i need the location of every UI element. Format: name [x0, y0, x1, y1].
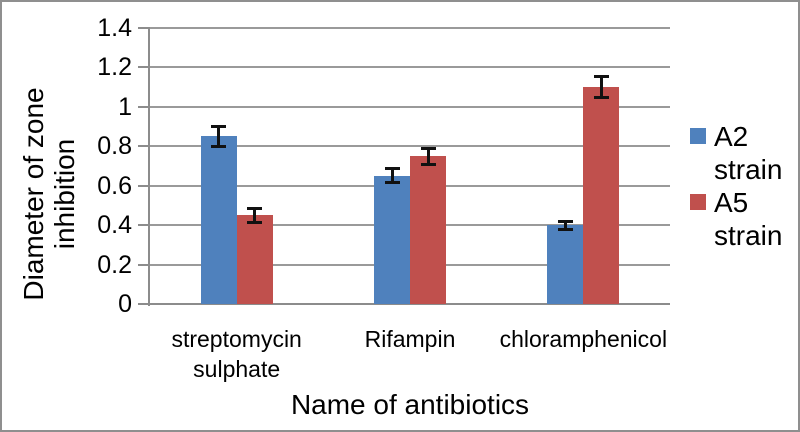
- x-axis-title: Name of antibiotics: [290, 389, 530, 420]
- x-category-label-streptomycin-sulphate: streptomycin sulphate: [171, 326, 302, 382]
- gridline: [150, 303, 670, 305]
- error-bar-line: [563, 221, 567, 230]
- y-axis-tick: [138, 263, 150, 266]
- y-axis-tick: [138, 224, 150, 227]
- y-axis-tick: [138, 66, 150, 69]
- gridline: [150, 145, 670, 148]
- error-bar-cap: [384, 167, 400, 171]
- x-category-label-rifampin: Rifampin: [364, 326, 456, 352]
- y-axis-tick-label: 0: [118, 290, 132, 318]
- error-bar-cap: [557, 227, 573, 231]
- bar-a2-strain-streptomycin-sulphate: [200, 136, 237, 304]
- y-axis-tick-label: 0.2: [97, 250, 132, 279]
- bar-a2-strain-chloramphenicol: [547, 225, 584, 304]
- error-bar-cap: [420, 162, 436, 166]
- y-axis-tick-label: 1: [118, 92, 132, 121]
- error-bar-cap: [557, 219, 573, 223]
- gridline: [150, 66, 670, 69]
- legend-item-a2-strain: A2 strain: [690, 120, 798, 186]
- error-bar-cap: [593, 74, 609, 78]
- y-axis-line: [148, 28, 150, 306]
- legend-swatch-a5-strain: [690, 194, 706, 210]
- y-axis-tick-label: 0.6: [97, 171, 132, 200]
- y-axis-title-line: Diameter of zone: [18, 87, 49, 301]
- error-bar-line: [599, 76, 603, 98]
- legend-item-a5-strain: A5 strain: [690, 186, 798, 252]
- legend-label: A5 strain: [714, 187, 783, 251]
- y-axis-tick: [138, 184, 150, 187]
- y-axis-tick: [138, 303, 150, 305]
- legend: A2 strain A5 strain: [690, 120, 798, 252]
- legend-label: A2 strain: [714, 121, 783, 185]
- bar-a5-strain-streptomycin-sulphate: [236, 215, 273, 304]
- error-bar-cap: [420, 146, 436, 150]
- y-axis-tick: [138, 105, 150, 108]
- y-axis-tick: [138, 145, 150, 148]
- error-bar-cap: [247, 206, 263, 210]
- error-bar-cap: [593, 96, 609, 100]
- y-axis-tick-label: 1.4: [97, 14, 132, 42]
- y-axis-tick: [138, 27, 150, 29]
- legend-swatch-a2-strain: [690, 128, 706, 144]
- y-axis-tick-label: 0.8: [97, 132, 132, 161]
- bar-a5-strain-rifampin: [410, 156, 446, 304]
- error-bar-cap: [247, 220, 263, 224]
- bar-a5-strain-chloramphenicol: [583, 87, 620, 304]
- error-bar-line: [253, 208, 257, 223]
- x-category-label-chloramphenicol: chloramphenicol: [499, 326, 668, 352]
- y-axis-tick-label: 1.2: [97, 53, 132, 82]
- y-axis-tick-label: 0.4: [97, 211, 132, 240]
- error-bar-line: [217, 126, 221, 147]
- error-bar-line: [390, 168, 394, 183]
- bar-a2-strain-rifampin: [374, 175, 410, 304]
- error-bar-cap: [211, 144, 227, 148]
- error-bar-cap: [384, 181, 400, 185]
- error-bar-line: [426, 148, 430, 165]
- error-bar-cap: [211, 125, 227, 129]
- gridline: [150, 27, 670, 29]
- gridline: [150, 105, 670, 108]
